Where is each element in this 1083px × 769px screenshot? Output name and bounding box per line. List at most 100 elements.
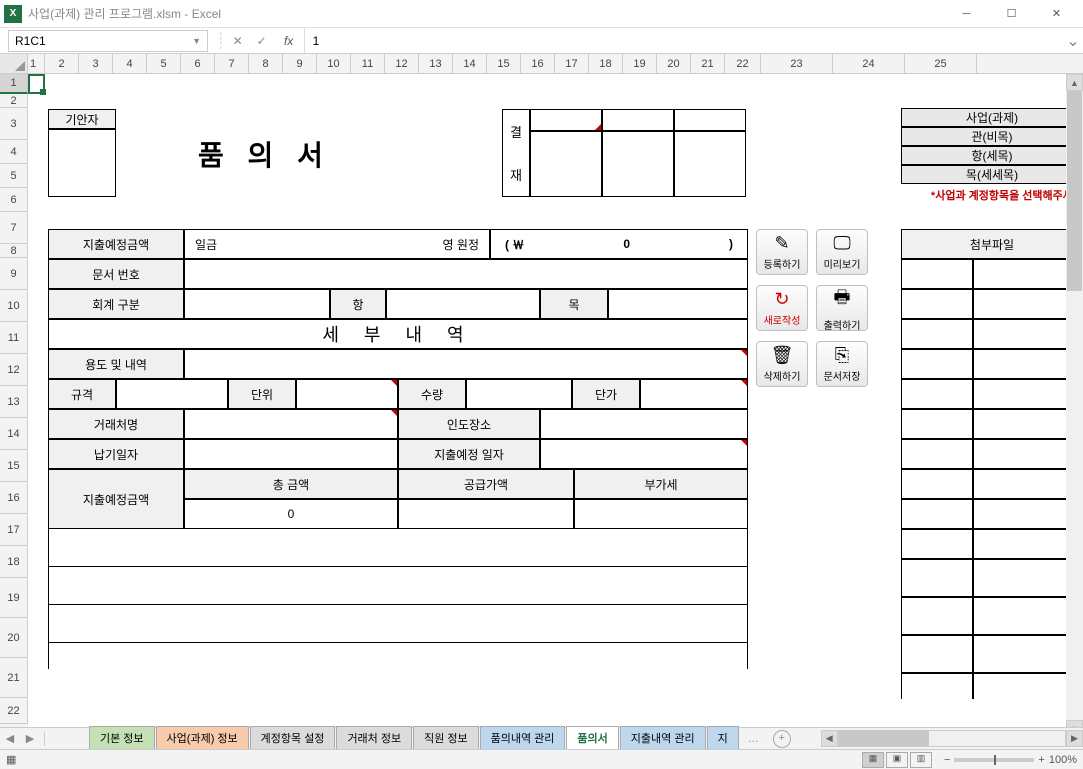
horizontal-scrollbar[interactable]: ◀ ▶ — [821, 730, 1083, 747]
row-header-6[interactable]: 6 — [0, 188, 28, 212]
register-button[interactable]: ✎ 등록하기 — [756, 229, 808, 275]
side-biz[interactable]: 사업(과제) — [901, 108, 1083, 127]
col-header-19[interactable]: 19 — [623, 54, 657, 73]
col-header-3[interactable]: 3 — [79, 54, 113, 73]
col-header-10[interactable]: 10 — [317, 54, 351, 73]
delivery-value[interactable] — [540, 409, 748, 439]
mok-value[interactable] — [608, 289, 748, 319]
qty-value[interactable] — [466, 379, 572, 409]
sheet-tab[interactable]: 계정항목 설정 — [250, 726, 336, 751]
formula-expand-icon[interactable]: ⌄ — [1063, 31, 1083, 51]
row-header-11[interactable]: 11 — [0, 322, 28, 354]
col-header-9[interactable]: 9 — [283, 54, 317, 73]
col-header-25[interactable]: 25 — [905, 54, 977, 73]
col-header-8[interactable]: 8 — [249, 54, 283, 73]
col-header-15[interactable]: 15 — [487, 54, 521, 73]
col-header-5[interactable]: 5 — [147, 54, 181, 73]
zoom-in-button[interactable]: + — [1038, 754, 1044, 766]
col-header-11[interactable]: 11 — [351, 54, 385, 73]
row-header-2[interactable]: 2 — [0, 94, 28, 108]
hscroll-thumb[interactable] — [839, 731, 930, 746]
supply-value[interactable] — [398, 499, 574, 529]
col-header-13[interactable]: 13 — [419, 54, 453, 73]
enter-icon[interactable]: ✓ — [250, 34, 274, 48]
side-gwan[interactable]: 관(비목) — [901, 127, 1083, 146]
col-header-21[interactable]: 21 — [691, 54, 725, 73]
new-button[interactable]: ↻ 새로작성 — [756, 285, 808, 331]
row-header-4[interactable]: 4 — [0, 140, 28, 164]
row-header-19[interactable]: 19 — [0, 578, 28, 618]
row-header-5[interactable]: 5 — [0, 164, 28, 188]
row-header-16[interactable]: 16 — [0, 482, 28, 514]
spec-value[interactable] — [116, 379, 228, 409]
row-header-3[interactable]: 3 — [0, 108, 28, 140]
row-header-13[interactable]: 13 — [0, 386, 28, 418]
attach-num-cell[interactable] — [901, 349, 973, 379]
row-header-18[interactable]: 18 — [0, 546, 28, 578]
attach-num-cell[interactable] — [901, 673, 973, 699]
add-sheet-button[interactable]: + — [773, 730, 791, 748]
row-header-21[interactable]: 21 — [0, 658, 28, 698]
col-header-2[interactable]: 2 — [45, 54, 79, 73]
row-header-7[interactable]: 7 — [0, 212, 28, 244]
attach-num-cell[interactable] — [901, 559, 973, 597]
sheet-tab[interactable]: 지 — [707, 726, 739, 751]
attach-num-cell[interactable] — [901, 499, 973, 529]
attach-num-cell[interactable] — [901, 409, 973, 439]
spreadsheet-canvas[interactable]: 기안자 품 의 서 결 재 사업(과제) 관(비목 — [28, 74, 1083, 737]
col-header-1[interactable]: 1 — [28, 54, 45, 73]
col-header-23[interactable]: 23 — [761, 54, 833, 73]
sheet-tab[interactable]: 품의서 — [566, 726, 618, 751]
attach-num-cell[interactable] — [901, 439, 973, 469]
col-header-22[interactable]: 22 — [725, 54, 761, 73]
attach-num-cell[interactable] — [901, 379, 973, 409]
view-normal-button[interactable]: ▦ — [862, 752, 884, 768]
print-button[interactable]: 🖶 출력하기 — [816, 285, 868, 331]
acct-div-value[interactable] — [184, 289, 330, 319]
col-header-7[interactable]: 7 — [215, 54, 249, 73]
row-header-12[interactable]: 12 — [0, 354, 28, 386]
zoom-out-button[interactable]: − — [944, 754, 950, 766]
scroll-thumb[interactable] — [1067, 91, 1082, 291]
row-header-22[interactable]: 22 — [0, 698, 28, 724]
row-header-14[interactable]: 14 — [0, 418, 28, 450]
due-date-value[interactable] — [184, 439, 398, 469]
attach-num-cell[interactable] — [901, 597, 973, 635]
side-hang[interactable]: 항(세목) — [901, 146, 1083, 165]
col-header-20[interactable]: 20 — [657, 54, 691, 73]
attach-num-cell[interactable] — [901, 259, 973, 289]
side-mok[interactable]: 목(세세목) — [901, 165, 1083, 184]
row-header-1[interactable]: 1 — [0, 74, 28, 94]
sheet-tab[interactable]: 지출내역 관리 — [620, 726, 706, 751]
col-header-14[interactable]: 14 — [453, 54, 487, 73]
delete-button[interactable]: 🗑 삭제하기 — [756, 341, 808, 387]
row-header-20[interactable]: 20 — [0, 618, 28, 658]
cancel-icon[interactable]: ✕ — [226, 34, 250, 48]
col-header-4[interactable]: 4 — [113, 54, 147, 73]
fx-icon[interactable]: fx — [274, 34, 304, 48]
maximize-button[interactable]: ☐ — [989, 0, 1034, 28]
exp-date-value[interactable] — [540, 439, 748, 469]
zoom-slider[interactable] — [954, 758, 1034, 762]
col-header-16[interactable]: 16 — [521, 54, 555, 73]
doc-no-value[interactable] — [184, 259, 748, 289]
attach-num-cell[interactable] — [901, 529, 973, 559]
save-button[interactable]: ⎘ 문서저장 — [816, 341, 868, 387]
unit-value[interactable] — [296, 379, 398, 409]
sheet-nav[interactable]: ◀▶ — [0, 732, 40, 745]
sheet-tab[interactable]: 기본 정보 — [89, 726, 155, 751]
row-header-9[interactable]: 9 — [0, 258, 28, 290]
vendor-value[interactable] — [184, 409, 398, 439]
close-button[interactable]: ✕ — [1034, 0, 1079, 28]
sheet-tab[interactable]: 거래처 정보 — [336, 726, 412, 751]
usage-value[interactable] — [184, 349, 748, 379]
row-header-17[interactable]: 17 — [0, 514, 28, 546]
col-header-24[interactable]: 24 — [833, 54, 905, 73]
row-header-15[interactable]: 15 — [0, 450, 28, 482]
vat-value[interactable] — [574, 499, 748, 529]
formula-input[interactable]: 1 — [304, 28, 1063, 53]
vertical-scrollbar[interactable]: ▲ ▼ — [1066, 74, 1083, 737]
name-box[interactable]: R1C1 ▼ — [8, 30, 208, 52]
minimize-button[interactable]: ─ — [944, 0, 989, 28]
price-value[interactable] — [640, 379, 748, 409]
